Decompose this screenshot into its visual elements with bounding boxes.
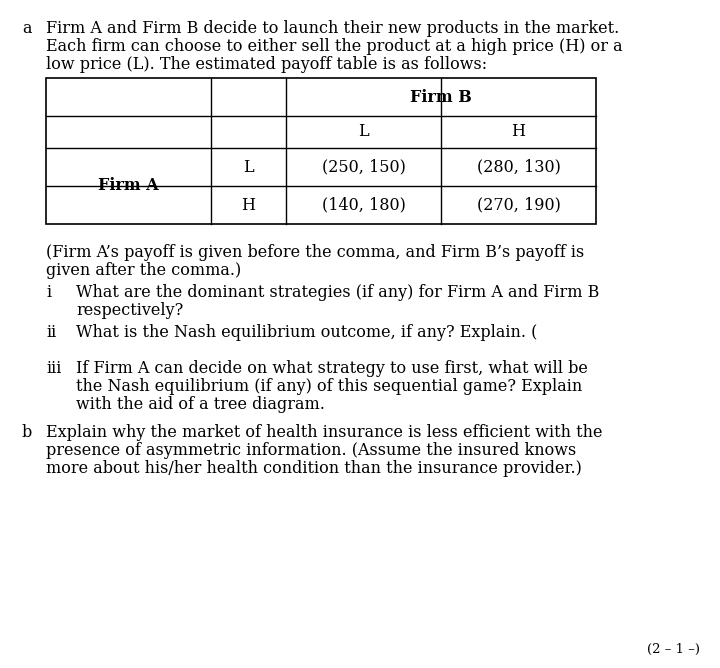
- Text: Each firm can choose to either sell the product at a high price (H) or a: Each firm can choose to either sell the …: [46, 38, 623, 55]
- Text: given after the comma.): given after the comma.): [46, 262, 241, 279]
- Text: respectively?: respectively?: [76, 302, 184, 319]
- Text: Explain why the market of health insurance is less efficient with the: Explain why the market of health insuran…: [46, 424, 603, 441]
- Text: b: b: [22, 424, 32, 441]
- Text: H: H: [241, 196, 256, 214]
- Text: What are the dominant strategies (if any) for Firm A and Firm B: What are the dominant strategies (if any…: [76, 284, 599, 301]
- Text: What is the Nash equilibrium outcome, if any? Explain. (: What is the Nash equilibrium outcome, if…: [76, 324, 537, 341]
- Text: the Nash equilibrium (if any) of this sequential game? Explain: the Nash equilibrium (if any) of this se…: [76, 378, 582, 395]
- Text: (Firm A’s payoff is given before the comma, and Firm B’s payoff is: (Firm A’s payoff is given before the com…: [46, 244, 584, 261]
- Text: (280, 130): (280, 130): [477, 158, 560, 176]
- Text: iii: iii: [46, 360, 61, 377]
- Text: i: i: [46, 284, 51, 301]
- Text: (270, 190): (270, 190): [477, 196, 560, 214]
- Text: Firm A: Firm A: [98, 178, 159, 194]
- Text: Firm B: Firm B: [410, 88, 472, 106]
- Text: H: H: [511, 124, 526, 140]
- Text: (250, 150): (250, 150): [322, 158, 405, 176]
- Text: ii: ii: [46, 324, 56, 341]
- Text: a: a: [22, 20, 32, 37]
- Text: (2 – 1 –): (2 – 1 –): [647, 643, 700, 656]
- Text: Firm A and Firm B decide to launch their new products in the market.: Firm A and Firm B decide to launch their…: [46, 20, 619, 37]
- Text: L: L: [358, 124, 369, 140]
- Text: (140, 180): (140, 180): [322, 196, 405, 214]
- Text: L: L: [243, 158, 254, 176]
- Text: presence of asymmetric information. (Assume the insured knows: presence of asymmetric information. (Ass…: [46, 442, 576, 459]
- Text: low price (L). The estimated payoff table is as follows:: low price (L). The estimated payoff tabl…: [46, 56, 487, 73]
- Text: If Firm A can decide on what strategy to use first, what will be: If Firm A can decide on what strategy to…: [76, 360, 588, 377]
- Bar: [46, 78, 596, 224]
- Text: more about his/her health condition than the insurance provider.): more about his/her health condition than…: [46, 460, 582, 477]
- Text: with the aid of a tree diagram.: with the aid of a tree diagram.: [76, 396, 325, 413]
